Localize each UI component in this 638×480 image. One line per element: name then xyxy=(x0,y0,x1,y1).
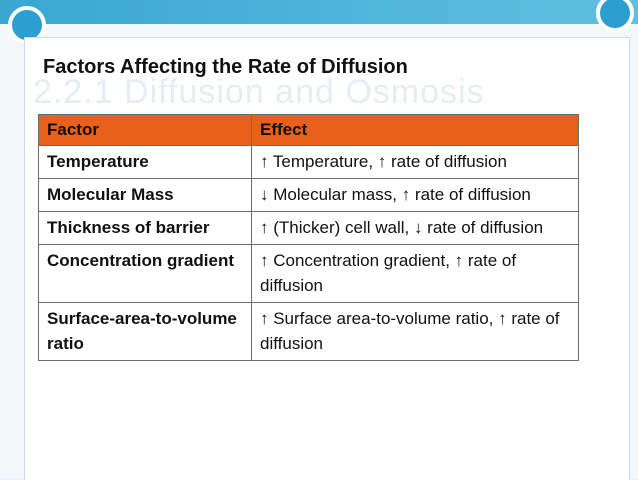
decor-circle-icon xyxy=(596,0,634,32)
table-row: Molecular Mass ↓ Molecular mass, ↑ rate … xyxy=(38,178,579,212)
table-row: Temperature ↑ Temperature, ↑ rate of dif… xyxy=(38,145,579,179)
slide-title: Factors Affecting the Rate of Diffusion xyxy=(43,56,408,78)
top-decor-band xyxy=(0,0,638,24)
factor-cell: Concentration gradient xyxy=(38,244,252,303)
header-factor: Factor xyxy=(38,114,252,146)
factors-table: Factor Effect Temperature ↑ Temperature,… xyxy=(38,114,579,361)
effect-cell: ↓ Molecular mass, ↑ rate of diffusion xyxy=(251,178,579,212)
factor-cell: Surface-area-to-volume ratio xyxy=(38,302,252,361)
table-row: Surface-area-to-volume ratio ↑ Surface a… xyxy=(38,302,579,361)
effect-cell: ↑ Surface area-to-volume ratio, ↑ rate o… xyxy=(251,302,579,361)
effect-cell: ↑ (Thicker) cell wall, ↓ rate of diffusi… xyxy=(251,211,579,245)
factor-cell: Molecular Mass xyxy=(38,178,252,212)
effect-cell: ↑ Concentration gradient, ↑ rate of diff… xyxy=(251,244,579,303)
header-effect: Effect xyxy=(251,114,579,146)
table-row: Thickness of barrier ↑ (Thicker) cell wa… xyxy=(38,211,579,245)
factor-cell: Thickness of barrier xyxy=(38,211,252,245)
effect-cell: ↑ Temperature, ↑ rate of diffusion xyxy=(251,145,579,179)
table-row: Concentration gradient ↑ Concentration g… xyxy=(38,244,579,303)
ghost-heading: 2.2.1 Diffusion and Osmosis xyxy=(33,73,485,111)
table-header-row: Factor Effect xyxy=(38,114,579,146)
factor-cell: Temperature xyxy=(38,145,252,179)
